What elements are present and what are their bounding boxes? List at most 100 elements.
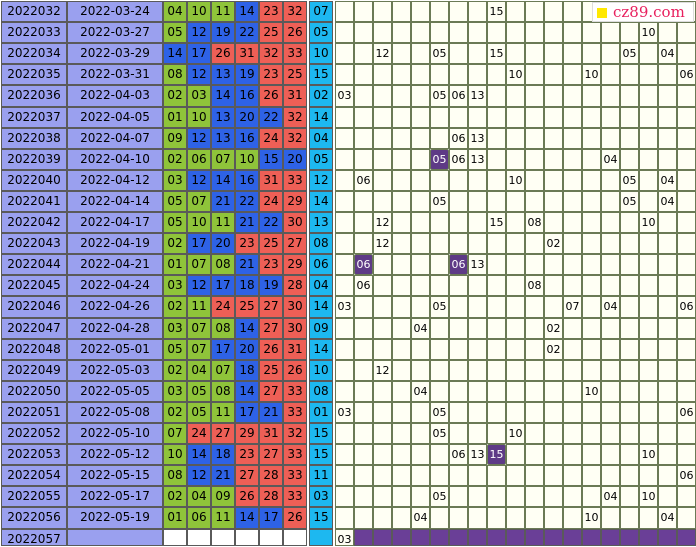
red-ball-cell: 14 [235,507,259,529]
trend-empty-cell [563,275,582,296]
trend-empty-cell [449,507,468,529]
trend-empty-cell [411,465,430,486]
trend-empty-cell [506,43,525,64]
red-ball-cell: 14 [163,43,187,64]
red-ball-cell: 30 [283,296,307,318]
trend-empty-cell [601,22,620,43]
trend-empty-cell [335,64,354,85]
red-ball-cell: 04 [187,486,211,507]
blue-ball-cell: 14 [309,339,333,360]
blue-ball-cell: 07 [309,1,333,22]
trend-empty-cell [506,275,525,296]
site-logo[interactable]: cz89.com [592,2,694,22]
trend-empty-cell [525,128,544,149]
trend-mark-cell: 05 [430,486,449,507]
trend-empty-cell [525,423,544,444]
trend-mark-cell: 10 [506,64,525,85]
trend-mark-cell: 06 [354,275,373,296]
red-ball-cell: 31 [235,43,259,64]
trend-empty-cell [639,85,658,107]
red-ball-cell: 14 [235,1,259,22]
trend-empty-cell [487,381,506,402]
trend-mark-cell: 04 [411,507,430,529]
trend-empty-cell [487,233,506,254]
trend-empty-cell [639,233,658,254]
trend-empty-cell [658,128,677,149]
trend-empty-cell [677,149,696,170]
trend-empty-cell [506,212,525,233]
trend-empty-cell [563,444,582,465]
trend-empty-cell [582,254,601,275]
trend-empty-cell [468,1,487,22]
trend-empty-cell [582,191,601,212]
trend-empty-cell [544,1,563,22]
red-ball-cell: 16 [235,128,259,149]
red-ball-cell: 17 [187,233,211,254]
trend-empty-cell [563,1,582,22]
trend-empty-cell [582,212,601,233]
trend-empty-cell [449,22,468,43]
red-ball-cell: 16 [235,85,259,107]
red-ball-cell: 03 [187,85,211,107]
trend-empty-cell [525,170,544,191]
trend-empty-cell [525,233,544,254]
trend-empty-cell [582,22,601,43]
trend-mark-cell: 04 [658,170,677,191]
trend-empty-cell [601,402,620,423]
draw-date-cell: 2022-04-21 [67,254,163,275]
trend-empty-cell [544,465,563,486]
trend-empty-cell [487,85,506,107]
red-ball-cell: 02 [163,149,187,170]
trend-empty-cell [411,360,430,381]
red-ball-cell: 23 [235,444,259,465]
red-ball-cell: 33 [283,43,307,64]
red-ball-cell: 27 [259,296,283,318]
red-ball-cell: 10 [163,444,187,465]
trend-empty-cell [354,465,373,486]
red-ball-cell: 13 [211,107,235,128]
trend-empty-cell [506,191,525,212]
draw-date-cell: 2022-05-03 [67,360,163,381]
trend-empty-cell [677,275,696,296]
trend-empty-cell [430,339,449,360]
trend-empty-cell [449,486,468,507]
draw-date-cell: 2022-03-27 [67,22,163,43]
trend-empty-cell [411,296,430,318]
trend-empty-cell [373,191,392,212]
trend-empty-cell [354,22,373,43]
red-ball-cell: 07 [163,423,187,444]
trend-empty-cell [468,212,487,233]
trend-empty-cell [468,507,487,529]
trend-empty-cell [373,107,392,128]
trend-empty-cell [373,486,392,507]
trend-empty-cell [392,22,411,43]
trend-empty-cell [354,339,373,360]
trend-empty-cell [430,360,449,381]
trend-empty-cell [430,22,449,43]
trend-empty-cell [677,22,696,43]
next-trend-empty-cell [582,529,601,546]
red-ball-cell: 25 [259,360,283,381]
red-ball-cell: 05 [163,22,187,43]
next-trend-empty-cell [525,529,544,546]
red-ball-cell: 24 [259,128,283,149]
trend-empty-cell [658,64,677,85]
trend-empty-cell [468,233,487,254]
red-ball-cell: 23 [259,1,283,22]
draw-date-cell: 2022-05-01 [67,339,163,360]
trend-empty-cell [544,507,563,529]
trend-empty-cell [525,507,544,529]
blue-ball-cell: 15 [309,64,333,85]
trend-empty-cell [430,254,449,275]
red-ball-cell: 24 [187,423,211,444]
trend-empty-cell [449,233,468,254]
trend-empty-cell [449,170,468,191]
trend-empty-cell [373,296,392,318]
red-ball-cell: 04 [187,360,211,381]
trend-mark-cell: 06 [677,64,696,85]
trend-empty-cell [620,212,639,233]
trend-mark-cell: 10 [639,212,658,233]
trend-mark-cell: 13 [468,444,487,465]
red-ball-cell: 06 [187,149,211,170]
trend-empty-cell [620,296,639,318]
